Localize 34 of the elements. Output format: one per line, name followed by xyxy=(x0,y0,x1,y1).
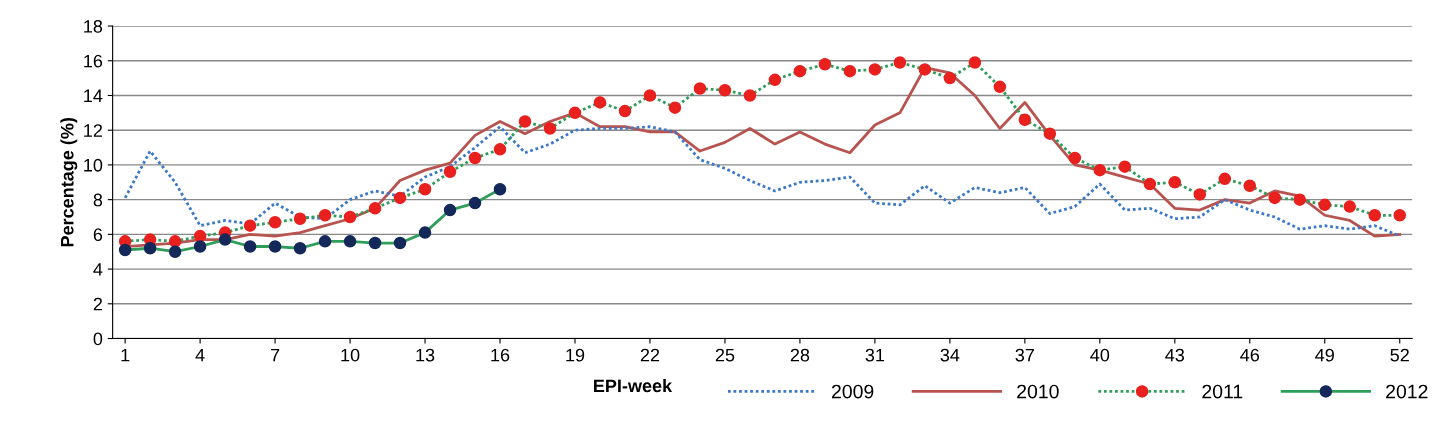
x-tick-label: 16 xyxy=(491,348,510,362)
y-axis-title: Percentage (%) xyxy=(60,117,78,247)
x-tick-label: 34 xyxy=(940,348,960,362)
x-tick-label: 40 xyxy=(1090,348,1110,362)
x-tick-label: 7 xyxy=(270,348,280,362)
x-tick-label: 49 xyxy=(1315,348,1334,362)
y-tick-label: 4 xyxy=(93,263,103,276)
x-tick-label: 43 xyxy=(1165,348,1185,362)
legend-label: 2010 xyxy=(1017,384,1059,399)
y-tick-label: 0 xyxy=(93,332,103,346)
y-tick-label: 8 xyxy=(93,193,103,207)
x-tick-label: 52 xyxy=(1390,348,1409,362)
x-axis-title: EPI-week xyxy=(594,378,673,393)
x-tick-label: 46 xyxy=(1240,348,1260,362)
legend-label: 2011 xyxy=(1202,384,1243,399)
y-tick-label: 6 xyxy=(93,228,103,242)
x-tick-label: 13 xyxy=(416,348,435,362)
x-tick-label: 25 xyxy=(715,348,735,362)
y-tick-label: 2 xyxy=(93,297,102,311)
y-tick-label: 18 xyxy=(84,19,103,33)
x-tick-label: 10 xyxy=(341,348,360,362)
x-tick-label: 1 xyxy=(121,348,130,362)
x-tick-label: 31 xyxy=(865,348,885,362)
y-tick-label: 10 xyxy=(84,158,103,172)
y-tick-label: 14 xyxy=(84,89,103,103)
x-tick-label: 19 xyxy=(566,348,585,362)
x-tick-label: 4 xyxy=(195,348,205,362)
x-tick-label: 28 xyxy=(790,348,810,362)
legend-label: 2012 xyxy=(1386,384,1428,399)
y-tick-label: 12 xyxy=(84,124,103,137)
x-tick-label: 22 xyxy=(640,348,660,362)
x-tick-label: 37 xyxy=(1015,348,1034,362)
y-tick-label: 16 xyxy=(84,54,103,68)
legend-label: 2009 xyxy=(831,384,874,399)
